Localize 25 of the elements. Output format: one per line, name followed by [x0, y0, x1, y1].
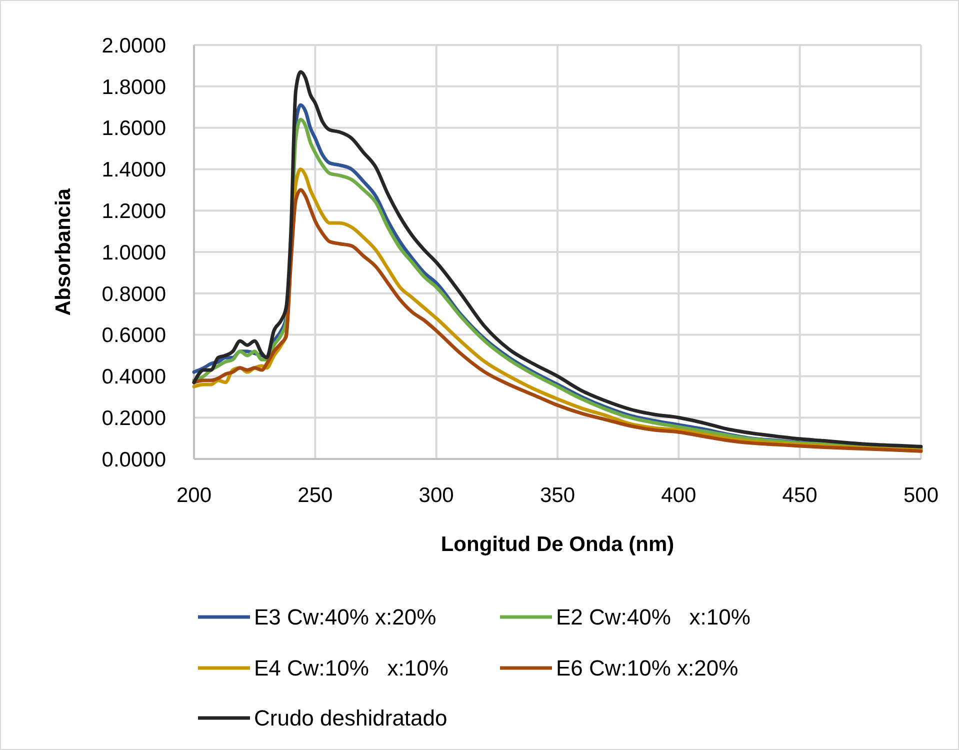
legend-label: Crudo deshidratado	[254, 706, 448, 731]
x-tick-label: 350	[540, 484, 576, 507]
legend-label: E3 Cw:40% x:20%	[254, 604, 436, 630]
x-tick-label: 200	[176, 484, 212, 507]
y-tick-label: 0.2000	[102, 406, 166, 430]
x-tick-label: 300	[418, 484, 454, 507]
y-tick-label: 0.0000	[102, 448, 166, 472]
legend-label: E2 Cw:40% x:10%	[556, 604, 750, 630]
x-tick-label: 450	[782, 484, 818, 507]
y-tick-label: 2.0000	[102, 34, 166, 58]
legend-label: E6 Cw:10% x:20%	[556, 656, 738, 681]
y-tick-label: 0.8000	[102, 282, 166, 306]
y-tick-label: 1.8000	[102, 76, 166, 99]
y-tick-label: 1.0000	[102, 241, 166, 264]
x-axis-title: Longitud De Onda (nm)	[440, 533, 674, 556]
y-tick-label: 0.6000	[102, 324, 166, 348]
x-tick-label: 250	[298, 484, 333, 507]
legend-label: E4 Cw:10% x:10%	[254, 656, 448, 681]
y-tick-label: 1.4000	[102, 158, 166, 182]
y-tick-label: 1.6000	[102, 117, 166, 140]
y-tick-label: 0.4000	[102, 366, 166, 389]
x-tick-label: 500	[903, 484, 939, 507]
y-axis-title: Absorbancia	[52, 188, 75, 316]
x-tick-label: 400	[661, 484, 696, 507]
y-tick-label: 1.2000	[102, 200, 166, 223]
